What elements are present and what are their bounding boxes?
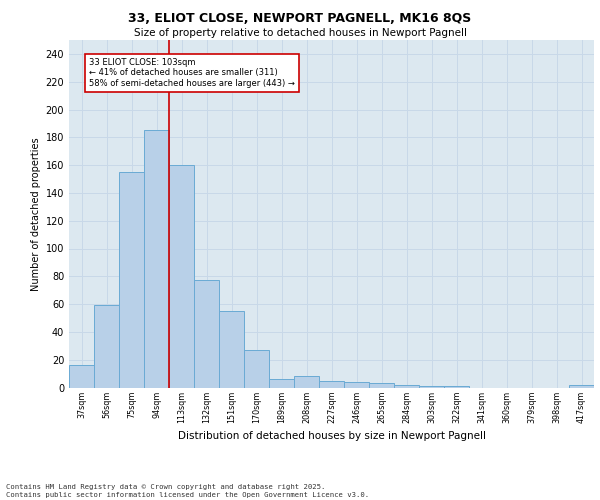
Text: 33, ELIOT CLOSE, NEWPORT PAGNELL, MK16 8QS: 33, ELIOT CLOSE, NEWPORT PAGNELL, MK16 8… (128, 12, 472, 26)
Bar (94, 306, 119, 388)
Bar (269, 379, 294, 388)
Text: Size of property relative to detached houses in Newport Pagnell: Size of property relative to detached ho… (133, 28, 467, 38)
Bar (344, 382, 369, 388)
Bar (394, 384, 419, 388)
Bar (569, 384, 594, 388)
X-axis label: Distribution of detached houses by size in Newport Pagnell: Distribution of detached houses by size … (178, 431, 485, 441)
Text: 33 ELIOT CLOSE: 103sqm
← 41% of detached houses are smaller (311)
58% of semi-de: 33 ELIOT CLOSE: 103sqm ← 41% of detached… (89, 58, 295, 88)
Bar (294, 376, 319, 388)
Bar (194, 280, 219, 388)
Bar (219, 311, 244, 388)
Bar (244, 350, 269, 388)
Bar (319, 380, 344, 388)
Bar (144, 130, 169, 388)
Bar (419, 386, 444, 388)
Text: Contains HM Land Registry data © Crown copyright and database right 2025.
Contai: Contains HM Land Registry data © Crown c… (6, 484, 369, 498)
Bar (69, 366, 94, 388)
Bar (119, 172, 144, 388)
Bar (169, 165, 194, 388)
Bar (369, 384, 394, 388)
Bar (444, 386, 469, 388)
Y-axis label: Number of detached properties: Number of detached properties (31, 137, 41, 290)
